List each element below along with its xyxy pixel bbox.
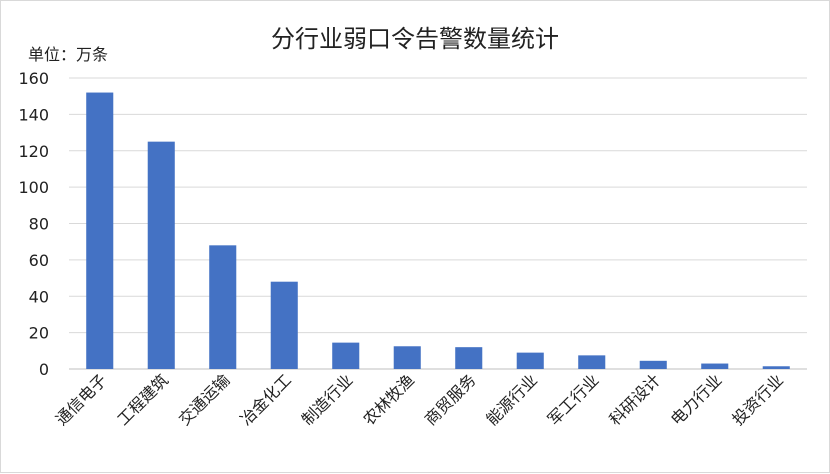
x-tick-label: 通信电子 xyxy=(52,370,111,429)
x-tick-label: 制造行业 xyxy=(298,370,357,429)
y-tick-label: 0 xyxy=(39,360,49,379)
bar xyxy=(516,352,544,369)
x-tick-label: 科研设计 xyxy=(605,370,664,429)
x-tick-label: 投资行业 xyxy=(728,370,787,429)
y-tick-label: 20 xyxy=(29,324,49,343)
unit-label: 单位：万条 xyxy=(28,45,109,64)
x-tick-label: 交通运输 xyxy=(175,370,234,429)
x-tick-label: 能源行业 xyxy=(482,370,541,429)
bar xyxy=(393,346,421,369)
y-tick-label: 60 xyxy=(29,251,49,270)
x-tick-label: 商贸服务 xyxy=(421,370,480,429)
bar xyxy=(578,355,606,369)
x-tick-label: 军工行业 xyxy=(544,370,603,429)
y-tick-label: 140 xyxy=(18,105,49,124)
y-tick-label: 120 xyxy=(18,142,49,161)
bar xyxy=(762,366,790,369)
chart-title: 分行业弱口令告警数量统计 xyxy=(271,25,559,53)
bar xyxy=(332,342,360,369)
x-tick-label: 电力行业 xyxy=(667,370,726,429)
bar xyxy=(209,245,237,369)
x-tick-label: 农林牧渔 xyxy=(359,370,418,429)
y-tick-label: 80 xyxy=(29,215,49,234)
bar xyxy=(701,363,729,369)
y-tick-label: 100 xyxy=(18,178,49,197)
bar xyxy=(270,281,298,369)
x-tick-label: 冶金化工 xyxy=(236,370,295,429)
bar xyxy=(455,347,483,369)
bar xyxy=(86,92,114,370)
bar xyxy=(639,360,667,369)
y-tick-label: 160 xyxy=(18,69,49,88)
bar xyxy=(147,141,175,369)
x-tick-label: 工程建筑 xyxy=(113,370,172,429)
y-tick-label: 40 xyxy=(29,287,49,306)
